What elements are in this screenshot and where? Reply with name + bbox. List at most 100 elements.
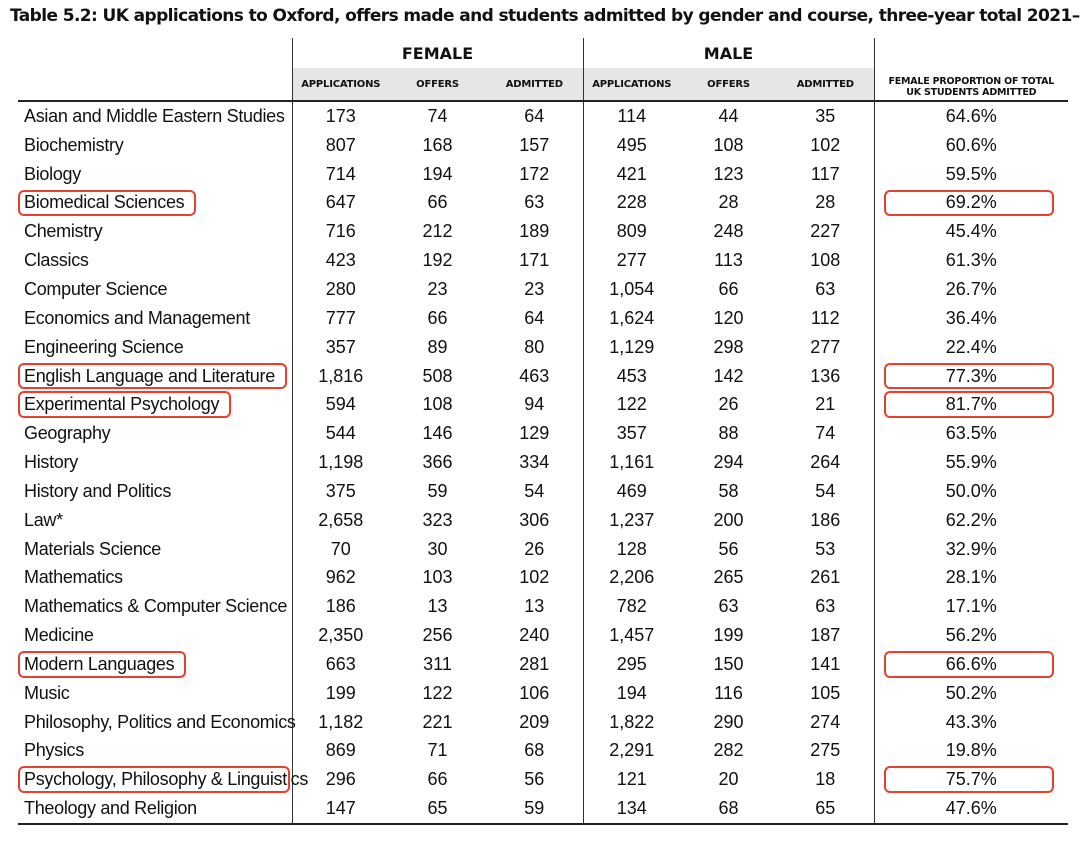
male-applications-cell: 2,291 — [582, 736, 681, 766]
male-admitted-cell: 35 — [815, 105, 836, 126]
table-row: Chemistry 716 212 189 809 248 227 45.4% — [18, 217, 1069, 247]
male-applications-cell: 228 — [582, 188, 681, 218]
female-admitted-cell: 64 — [524, 307, 545, 328]
table-row: Biomedical Sciences 647 66 63 228 28 28 69.2% — [18, 188, 1069, 218]
female-applications-cell: 663 — [291, 650, 389, 679]
female-applications-cell: 423 — [291, 246, 389, 276]
female-proportion-cell: 50.0% — [873, 476, 1069, 506]
female-proportion-header-line2: UK STUDENTS ADMITTED — [906, 87, 1037, 98]
male-offers-cell: 88 — [718, 423, 739, 444]
male-applications-cell: 1,161 — [582, 448, 681, 477]
female-applications-cell: 173 — [291, 101, 389, 131]
female-offers-cell: 59 — [427, 480, 448, 501]
female-admitted-cell: 306 — [519, 509, 550, 530]
female-offers-cell: 146 — [422, 423, 453, 444]
female-offers-cell: 23 — [427, 278, 448, 299]
male-applications-cell: 122 — [582, 390, 681, 420]
male-offers-cell: 26 — [718, 394, 739, 415]
female-admitted-cell: 129 — [519, 423, 550, 444]
male-offers-cell: 265 — [713, 567, 744, 588]
table-row: Experimental Psychology 594 108 94 122 26 21 81… — [18, 390, 1069, 420]
female-admitted-cell: 209 — [519, 711, 550, 732]
male-admitted-cell: 227 — [810, 221, 841, 242]
female-offers-cell: 311 — [423, 653, 452, 674]
table-row: Geography 544 146 129 357 88 74 63.5% — [18, 419, 1069, 449]
male-offers-cell: 56 — [718, 538, 739, 559]
female-admitted-cell: 102 — [519, 567, 550, 588]
male-admitted-cell: 274 — [810, 711, 841, 732]
female-applications-cell: 147 — [291, 794, 389, 825]
female-applications-cell: 1,182 — [291, 707, 389, 737]
male-applications-header: APPLICATIONS — [582, 68, 681, 101]
male-applications-cell: 277 — [582, 246, 681, 276]
female-offers-cell: 30 — [427, 538, 448, 559]
male-applications-cell: 453 — [582, 361, 681, 391]
female-admitted-cell: 157 — [519, 134, 550, 155]
female-proportion-cell: 69.2% — [873, 188, 1069, 218]
table-row: Engineering Science 357 89 80 1,129 298 277 22.… — [18, 332, 1069, 362]
female-proportion-cell: 81.7% — [873, 390, 1069, 420]
table-row: Asian and Middle Eastern Studies 173 74 64 1… — [18, 101, 1069, 131]
female-offers-cell: 103 — [422, 567, 453, 588]
female-offers-cell: 221 — [422, 711, 453, 732]
proportion-group-header-blank — [873, 38, 1069, 68]
male-offers-cell: 58 — [718, 480, 739, 501]
male-applications-cell: 134 — [582, 794, 681, 825]
male-offers-cell: 298 — [713, 336, 744, 357]
female-admitted-cell: 56 — [524, 769, 545, 790]
course-cell: Psychology, Philosophy & Linguistics — [24, 769, 309, 790]
male-offers-cell: 290 — [713, 711, 744, 732]
table-row: Physics 869 71 68 2,291 282 275 19.8% — [18, 736, 1069, 766]
female-offers-cell: 13 — [427, 596, 448, 617]
male-offers-cell: 123 — [713, 163, 744, 184]
male-offers-cell: 20 — [718, 769, 739, 790]
male-offers-cell: 248 — [713, 221, 744, 242]
female-offers-cell: 323 — [422, 509, 453, 530]
female-offers-cell: 508 — [422, 365, 453, 386]
female-proportion-cell: 59.5% — [873, 159, 1069, 189]
course-cell: Biology — [24, 163, 81, 184]
group-header-row: FEMALE MALE — [18, 38, 1069, 68]
female-applications-cell: 2,350 — [291, 621, 389, 651]
male-admitted-cell: 136 — [810, 365, 841, 386]
table-body: Asian and Middle Eastern Studies 173 74 64 1… — [18, 101, 1069, 825]
male-offers-cell: 63 — [718, 596, 739, 617]
male-applications-cell: 1,624 — [582, 303, 681, 333]
female-applications-cell: 357 — [291, 332, 389, 362]
course-cell: History — [24, 452, 78, 473]
male-offers-header: OFFERS — [680, 68, 778, 101]
female-admitted-cell: 26 — [524, 538, 545, 559]
male-group-header: MALE — [582, 38, 875, 68]
male-admitted-cell: 187 — [810, 625, 841, 646]
male-admitted-cell: 65 — [815, 798, 836, 819]
female-applications-cell: 714 — [291, 159, 389, 189]
male-admitted-cell: 277 — [810, 336, 841, 357]
course-cell: Experimental Psychology — [24, 394, 220, 415]
female-group-header: FEMALE — [291, 38, 584, 68]
female-applications-cell: 716 — [291, 217, 389, 247]
course-cell: History and Politics — [24, 480, 172, 501]
table-row: Biochemistry 807 168 157 495 108 102 60.6% — [18, 130, 1069, 160]
female-offers-cell: 108 — [422, 394, 453, 415]
male-admitted-cell: 21 — [815, 394, 836, 415]
table-row: Medicine 2,350 256 240 1,457 199 187 56.2% — [18, 621, 1069, 651]
female-admitted-cell: 54 — [524, 480, 545, 501]
male-admitted-header: ADMITTED — [777, 68, 875, 101]
female-admitted-cell: 63 — [524, 192, 545, 213]
course-cell: Engineering Science — [24, 336, 184, 357]
female-applications-cell: 777 — [291, 303, 389, 333]
male-offers-cell: 44 — [718, 105, 739, 126]
female-proportion-cell: 64.6% — [873, 101, 1069, 131]
table-row: English Language and Literature 1,816 508 4… — [18, 361, 1069, 391]
male-applications-cell: 1,129 — [582, 332, 681, 362]
table-row: Law* 2,658 323 306 1,237 200 186 62.2% — [18, 505, 1069, 535]
female-applications-cell: 807 — [291, 130, 389, 160]
male-offers-cell: 116 — [714, 682, 743, 703]
course-cell: Classics — [24, 250, 89, 271]
female-proportion-cell: 22.4% — [873, 332, 1069, 362]
male-offers-cell: 120 — [713, 307, 744, 328]
female-applications-cell: 544 — [291, 419, 389, 449]
male-admitted-cell: 112 — [810, 307, 840, 328]
female-applications-header: APPLICATIONS — [291, 68, 389, 101]
female-offers-cell: 212 — [422, 221, 453, 242]
